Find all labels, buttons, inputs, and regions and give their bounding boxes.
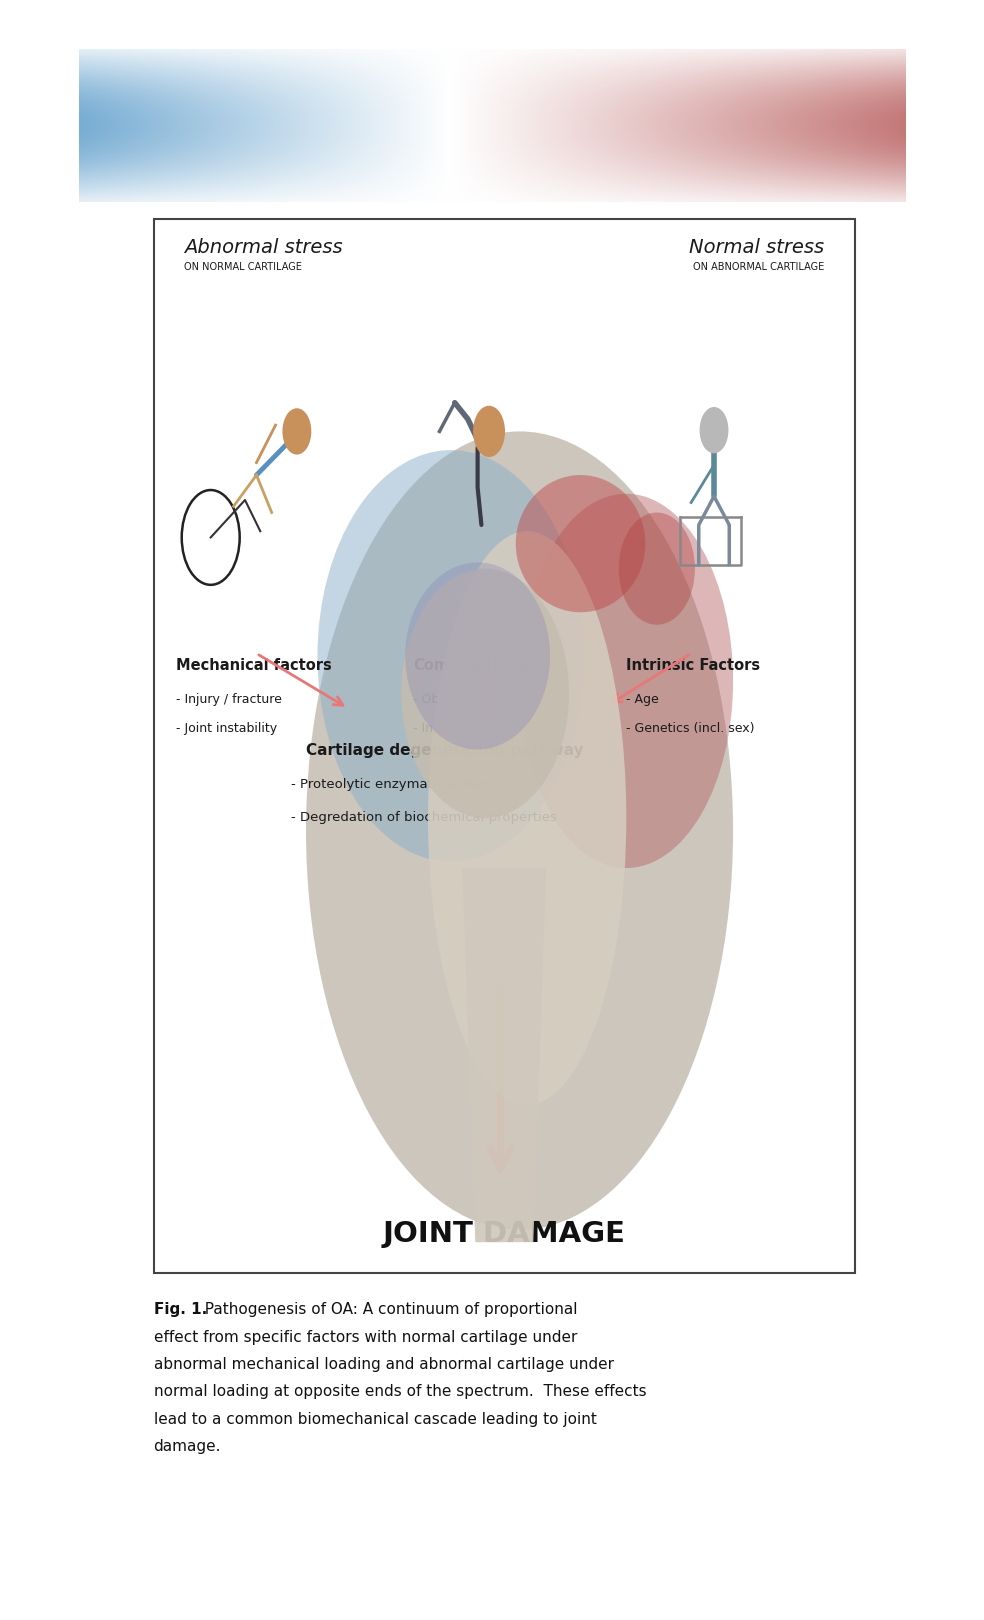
Text: - Inflammation: - Inflammation [413,723,505,735]
Text: - Joint instability: - Joint instability [176,723,277,735]
Text: - Genetics (incl. sex): - Genetics (incl. sex) [627,723,755,735]
Text: abnormal mechanical loading and abnormal cartilage under: abnormal mechanical loading and abnormal… [154,1358,613,1372]
Text: Normal stress: Normal stress [690,238,825,258]
Text: Comorbidities: Comorbidities [413,658,527,674]
Text: Abnormal stress: Abnormal stress [184,238,342,258]
Ellipse shape [520,494,733,868]
Text: damage.: damage. [154,1439,221,1455]
Text: - Degredation of biochemical properties: - Degredation of biochemical properties [291,810,557,823]
Ellipse shape [516,475,646,612]
Text: Cartilage degenerating pathway: Cartilage degenerating pathway [306,744,584,758]
Circle shape [474,407,505,457]
Ellipse shape [306,431,733,1230]
Ellipse shape [619,512,695,625]
Text: - Injury / fracture: - Injury / fracture [176,693,282,706]
Text: - Age: - Age [627,693,659,706]
Text: Intrinsic Factors: Intrinsic Factors [627,658,761,674]
Text: Mechanical factors: Mechanical factors [176,658,333,674]
Text: Fig. 1.: Fig. 1. [154,1302,207,1317]
Text: ON ABNORMAL CARTILAGE: ON ABNORMAL CARTILAGE [694,262,825,272]
Text: JOINT DAMAGE: JOINT DAMAGE [383,1220,626,1247]
Ellipse shape [405,562,550,750]
Text: - Proteolytic enzymatic action: - Proteolytic enzymatic action [291,778,489,791]
Ellipse shape [428,531,627,1105]
Circle shape [283,408,311,454]
Text: lead to a common biomechanical cascade leading to joint: lead to a common biomechanical cascade l… [154,1413,596,1427]
Ellipse shape [318,450,584,862]
Bar [154,219,855,1273]
Text: Pathogenesis of OA: A continuum of proportional: Pathogenesis of OA: A continuum of propo… [196,1302,578,1317]
Text: normal loading at opposite ends of the spectrum.  These effects: normal loading at opposite ends of the s… [154,1385,646,1400]
Polygon shape [462,868,546,1243]
Circle shape [701,408,728,452]
Text: - Obesity: - Obesity [413,693,469,706]
Text: ON NORMAL CARTILAGE: ON NORMAL CARTILAGE [184,262,302,272]
Text: effect from specific factors with normal cartilage under: effect from specific factors with normal… [154,1330,577,1345]
Ellipse shape [401,569,569,818]
